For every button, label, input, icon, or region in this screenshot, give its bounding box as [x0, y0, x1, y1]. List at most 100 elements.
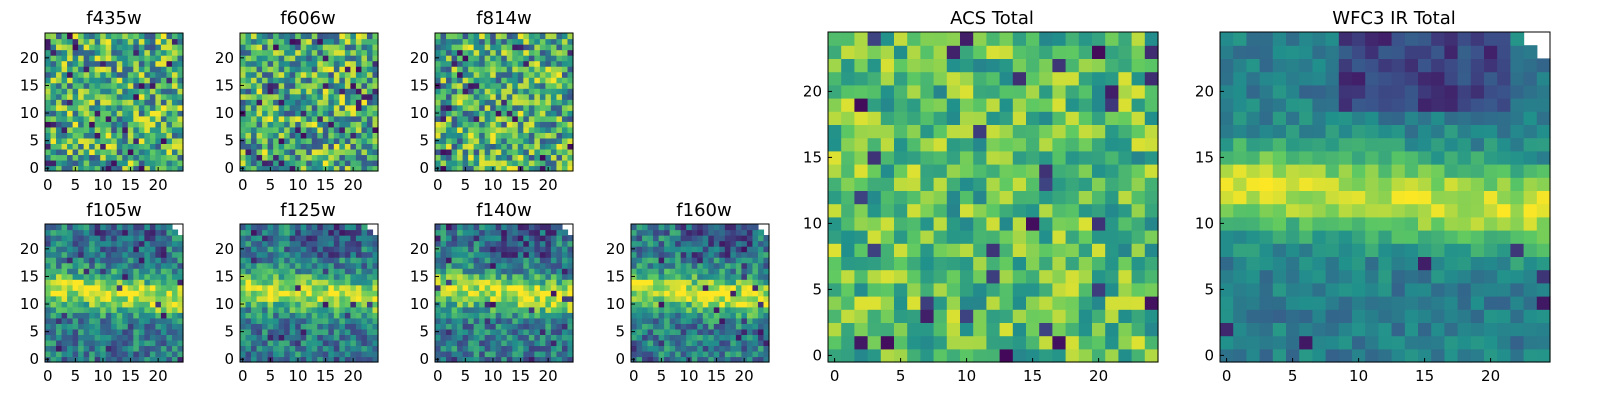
- heatmap-cell: [122, 356, 129, 363]
- heatmap-cell: [171, 262, 179, 269]
- heatmap-cell: [94, 71, 101, 78]
- heatmap-cell: [523, 224, 530, 231]
- heatmap-cell: [361, 257, 368, 264]
- heatmap-cell: [669, 235, 676, 242]
- heatmap-cell: [245, 49, 252, 56]
- heatmap-cell: [149, 284, 156, 291]
- heatmap-cell: [440, 38, 447, 45]
- heatmap-cell: [556, 66, 563, 73]
- heatmap-cell: [973, 137, 987, 152]
- heatmap-cell: [344, 317, 351, 324]
- heatmap-cell: [636, 295, 643, 302]
- heatmap-cell: [144, 71, 151, 78]
- heatmap-cell: [741, 301, 748, 308]
- heatmap-cell: [240, 33, 247, 40]
- heatmap-cell: [344, 99, 351, 106]
- heatmap-cell: [267, 104, 274, 111]
- heatmap-cell: [111, 251, 118, 258]
- heatmap-cell: [495, 295, 502, 302]
- heatmap-cell: [528, 71, 535, 78]
- heatmap-cell: [56, 99, 63, 106]
- heatmap-cell: [490, 55, 497, 62]
- heatmap-cell: [372, 235, 379, 242]
- heatmap-cell: [517, 159, 524, 167]
- heatmap-cell: [100, 115, 107, 122]
- heatmap-cell: [506, 77, 513, 84]
- heatmap-cell: [534, 323, 541, 330]
- heatmap-cell: [278, 345, 285, 352]
- heatmap-cell: [328, 262, 335, 269]
- heatmap-cell: [267, 99, 274, 106]
- heatmap-cell: [133, 115, 140, 122]
- heatmap-cell: [306, 235, 313, 242]
- heatmap-cell: [138, 88, 145, 95]
- heatmap-cell: [658, 268, 665, 275]
- heatmap-cell: [317, 33, 324, 40]
- heatmap-cell: [289, 60, 296, 67]
- heatmap-cell: [328, 251, 335, 258]
- heatmap-cell: [636, 224, 643, 231]
- heatmap-cell: [479, 137, 486, 144]
- heatmap-cell: [1065, 322, 1080, 337]
- heatmap-cell: [105, 115, 112, 122]
- heatmap-cell: [506, 224, 513, 231]
- heatmap-cell: [440, 290, 447, 297]
- heatmap-cell: [539, 165, 546, 172]
- heatmap-cell: [306, 317, 313, 324]
- heatmap-cell: [675, 295, 682, 302]
- heatmap-cell: [933, 190, 948, 205]
- heatmap-cell: [523, 345, 530, 352]
- heatmap-cell: [457, 339, 464, 347]
- heatmap-cell: [763, 262, 770, 269]
- heatmap-cell: [523, 323, 530, 330]
- heatmap-cell: [468, 165, 475, 172]
- heatmap-cell: [960, 137, 974, 152]
- heatmap-cell: [653, 339, 660, 347]
- heatmap-cell: [636, 350, 643, 358]
- heatmap-cell: [256, 284, 263, 291]
- heatmap-cell: [333, 93, 340, 100]
- heatmap-cell: [1105, 296, 1119, 310]
- heatmap-cell: [245, 295, 252, 302]
- heatmap-cell: [1144, 309, 1159, 323]
- heatmap-cell: [105, 60, 112, 67]
- heatmap-cell: [960, 282, 974, 297]
- heatmap-cell: [372, 262, 379, 269]
- heatmap-cell: [446, 339, 453, 347]
- heatmap-cell: [680, 235, 687, 242]
- heatmap-cell: [708, 290, 715, 297]
- heatmap-cell: [446, 71, 453, 78]
- heatmap-cell: [495, 88, 502, 95]
- heatmap-cell: [267, 137, 274, 144]
- heatmap-cell: [311, 77, 318, 84]
- heatmap-cell: [440, 334, 447, 341]
- heatmap-cell: [328, 154, 335, 161]
- heatmap-cell: [344, 295, 351, 302]
- heatmap-cell: [1131, 243, 1146, 257]
- heatmap-cell: [50, 55, 57, 62]
- heatmap-cell: [56, 339, 63, 347]
- heatmap-cell: [435, 284, 442, 291]
- heatmap-cell: [495, 148, 502, 156]
- heatmap-cell: [719, 257, 726, 264]
- heatmap-cell: [177, 345, 184, 352]
- heatmap-cell: [757, 257, 765, 264]
- heatmap-cell: [267, 334, 274, 341]
- heatmap-cell: [267, 154, 274, 161]
- heatmap-cell: [328, 115, 335, 122]
- heatmap-cell: [1039, 230, 1053, 244]
- heatmap-cell: [94, 312, 101, 319]
- heatmap-cell: [446, 38, 453, 45]
- heatmap-cell: [111, 240, 118, 247]
- heatmap-cell: [556, 284, 563, 291]
- heatmap-cell: [177, 49, 184, 56]
- heatmap-cell: [306, 154, 313, 161]
- heatmap-cell: [328, 240, 335, 247]
- heatmap-cell: [339, 262, 346, 269]
- heatmap-cell: [484, 224, 491, 231]
- heatmap-cell: [350, 290, 357, 297]
- heatmap-cell: [636, 279, 643, 286]
- heatmap-cell: [67, 306, 74, 313]
- heatmap-cell: [83, 312, 90, 319]
